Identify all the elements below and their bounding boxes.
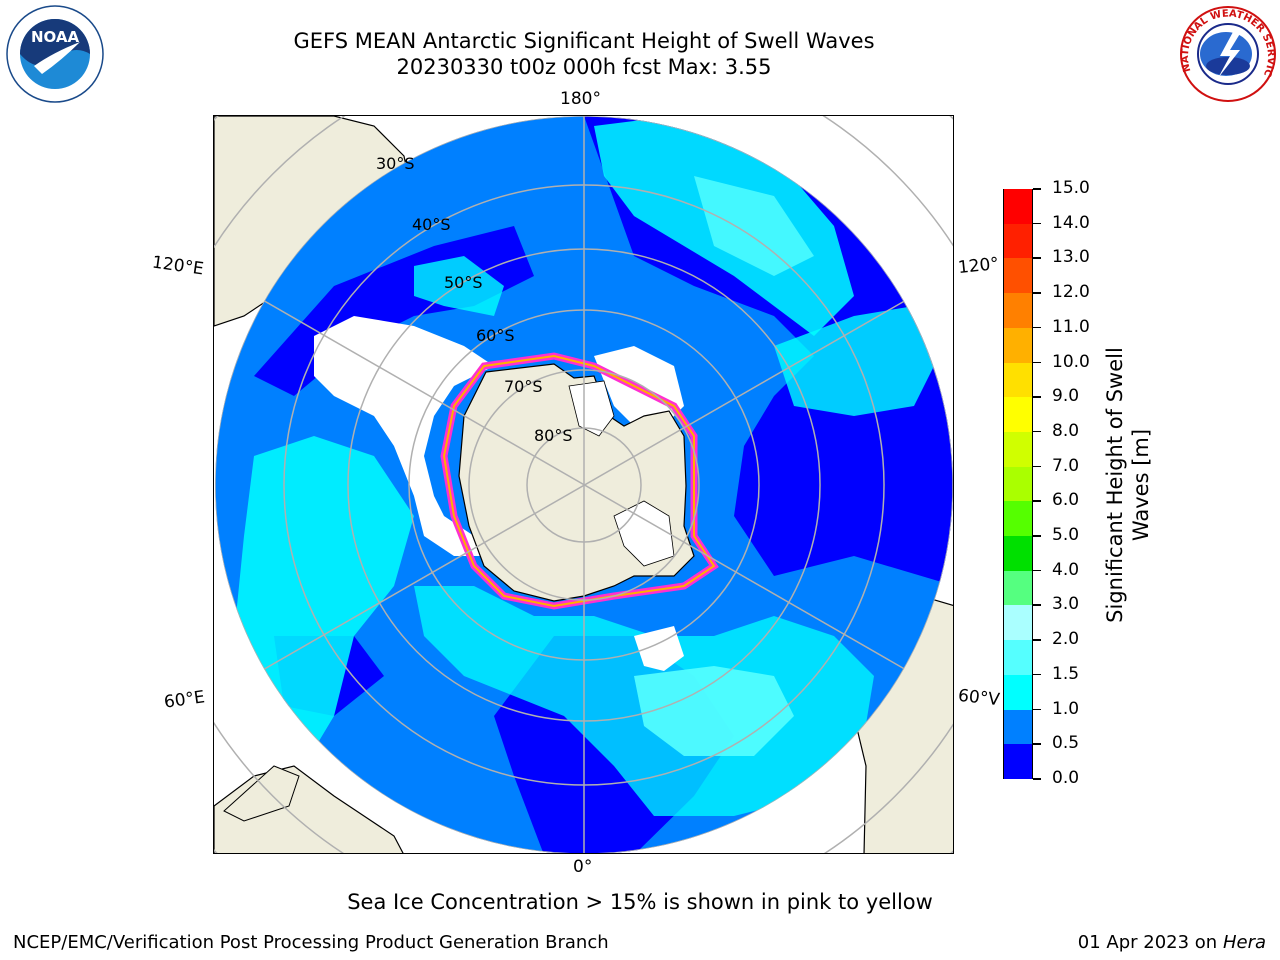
colorbar-tick: [1033, 778, 1041, 780]
colorbar-title-line2: Waves [m]: [1129, 428, 1153, 542]
colorbar-tick: [1033, 292, 1041, 294]
colorbar-segment: [1004, 223, 1032, 259]
swell-zone-high-2: [774, 306, 944, 416]
colorbar-tick-label: 2.0: [1052, 629, 1080, 650]
colorbar-tick-label: 3.0: [1052, 594, 1080, 615]
colorbar-segment: [1004, 674, 1032, 710]
colorbar-tick-label: 6.0: [1052, 490, 1080, 511]
colorbar: [1003, 188, 1033, 779]
colorbar-tick: [1033, 430, 1041, 433]
lat-label-80: 80°S: [534, 426, 573, 445]
lat-label-60: 60°S: [476, 326, 515, 345]
lat-label-50: 50°S: [444, 273, 483, 292]
colorbar-segment: [1004, 709, 1032, 745]
ice-shelf-ross: [568, 380, 615, 437]
lon-label-120w: 120°: [957, 253, 1000, 279]
noaa-logo: NOAA: [6, 5, 104, 103]
colorbar-tick: [1033, 535, 1041, 537]
colorbar-segment: [1004, 535, 1032, 571]
colorbar-tick-label: 4.0: [1052, 559, 1080, 580]
colorbar-tick-label: 7.0: [1052, 455, 1080, 476]
colorbar-tick: [1033, 569, 1041, 572]
swell-zone-peak-1: [634, 666, 794, 756]
footer-date-text: 01 Apr 2023 on: [1077, 932, 1218, 953]
colorbar-tick: [1033, 639, 1041, 641]
colorbar-tick: [1033, 673, 1041, 676]
colorbar-segment: [1004, 292, 1032, 328]
svg-text:NOAA: NOAA: [31, 28, 80, 46]
colorbar-tick-label: 1.5: [1052, 663, 1080, 684]
colorbar-tick-label: 12.0: [1052, 282, 1090, 303]
colorbar-tick-label: 5.0: [1052, 525, 1080, 546]
nws-logo: NATIONAL WEATHER SERVICE: [1178, 4, 1276, 102]
colorbar-segment: [1004, 362, 1032, 398]
colorbar-tick: [1033, 222, 1041, 225]
lon-label-60e: 60°E: [162, 687, 207, 713]
colorbar-segment: [1004, 431, 1032, 467]
colorbar-title: Significant Height of Swell Waves [m]: [1102, 205, 1154, 765]
graticule: [215, 116, 953, 853]
colorbar-segment: [1004, 466, 1032, 502]
colorbar-tick: [1033, 257, 1041, 259]
colorbar-segment: [1004, 500, 1032, 537]
colorbar-tick-label: 8.0: [1052, 420, 1080, 441]
colorbar-tick: [1033, 500, 1041, 502]
lon-label-60w: 60°V: [957, 685, 1001, 711]
sea-ice-mask-1: [314, 316, 494, 556]
colorbar-segment: [1004, 257, 1032, 294]
footer-machine: Hera: [1222, 932, 1266, 953]
lon-label-0: 0°: [573, 857, 593, 877]
footer-credit: NCEP/EMC/Verification Post Processing Pr…: [13, 932, 609, 953]
polar-map: 30°S 40°S 50°S 60°S 70°S 80°S: [213, 115, 954, 854]
colorbar-tick-label: 0.0: [1052, 768, 1080, 788]
swell-zone-high-3: [234, 436, 414, 766]
colorbar-tick: [1033, 188, 1041, 190]
chart-title: GEFS MEAN Antarctic Significant Height o…: [293, 29, 875, 53]
colorbar-segment: [1004, 327, 1032, 363]
colorbar-title-line1: Significant Height of Swell: [1103, 347, 1127, 623]
colorbar-tick: [1033, 326, 1041, 329]
footer-date: 01 Apr 2023 on Hera: [1078, 932, 1266, 953]
colorbar-tick-label: 10.0: [1052, 351, 1090, 372]
colorbar-tick: [1033, 396, 1041, 398]
colorbar-segment: [1004, 396, 1032, 432]
colorbar-segment: [1004, 188, 1032, 224]
colorbar-tick-label: 11.0: [1052, 316, 1090, 337]
lat-label-40: 40°S: [412, 215, 451, 234]
colorbar-tick-label: 1.0: [1052, 698, 1080, 719]
colorbar-tick: [1033, 708, 1041, 711]
colorbar-tick: [1033, 604, 1041, 606]
lon-label-180: 180°: [560, 89, 601, 109]
colorbar-segment: [1004, 743, 1032, 779]
colorbar-tick-label: 0.5: [1052, 733, 1080, 754]
lon-label-120e: 120°E: [150, 252, 205, 280]
colorbar-tick-label: 15.0: [1052, 178, 1090, 198]
land-madagascar: [223, 765, 300, 822]
sea-ice-note: Sea Ice Concentration > 15% is shown in …: [347, 890, 933, 914]
swell-zone-peak-2: [694, 176, 814, 276]
colorbar-segment: [1004, 570, 1032, 606]
colorbar-tick: [1033, 465, 1041, 468]
colorbar-tick-label: 13.0: [1052, 247, 1090, 268]
colorbar-segment: [1004, 639, 1032, 675]
colorbar-tick: [1033, 361, 1041, 364]
colorbar-tick-label: 9.0: [1052, 386, 1080, 407]
colorbar-tick-label: 14.0: [1052, 212, 1090, 233]
chart-subtitle: 20230330 t00z 000h fcst Max: 3.55: [396, 55, 772, 79]
colorbar-segment: [1004, 604, 1032, 641]
colorbar-tick: [1033, 743, 1041, 745]
lat-label-70: 70°S: [504, 377, 543, 396]
lat-label-30: 30°S: [376, 154, 415, 173]
